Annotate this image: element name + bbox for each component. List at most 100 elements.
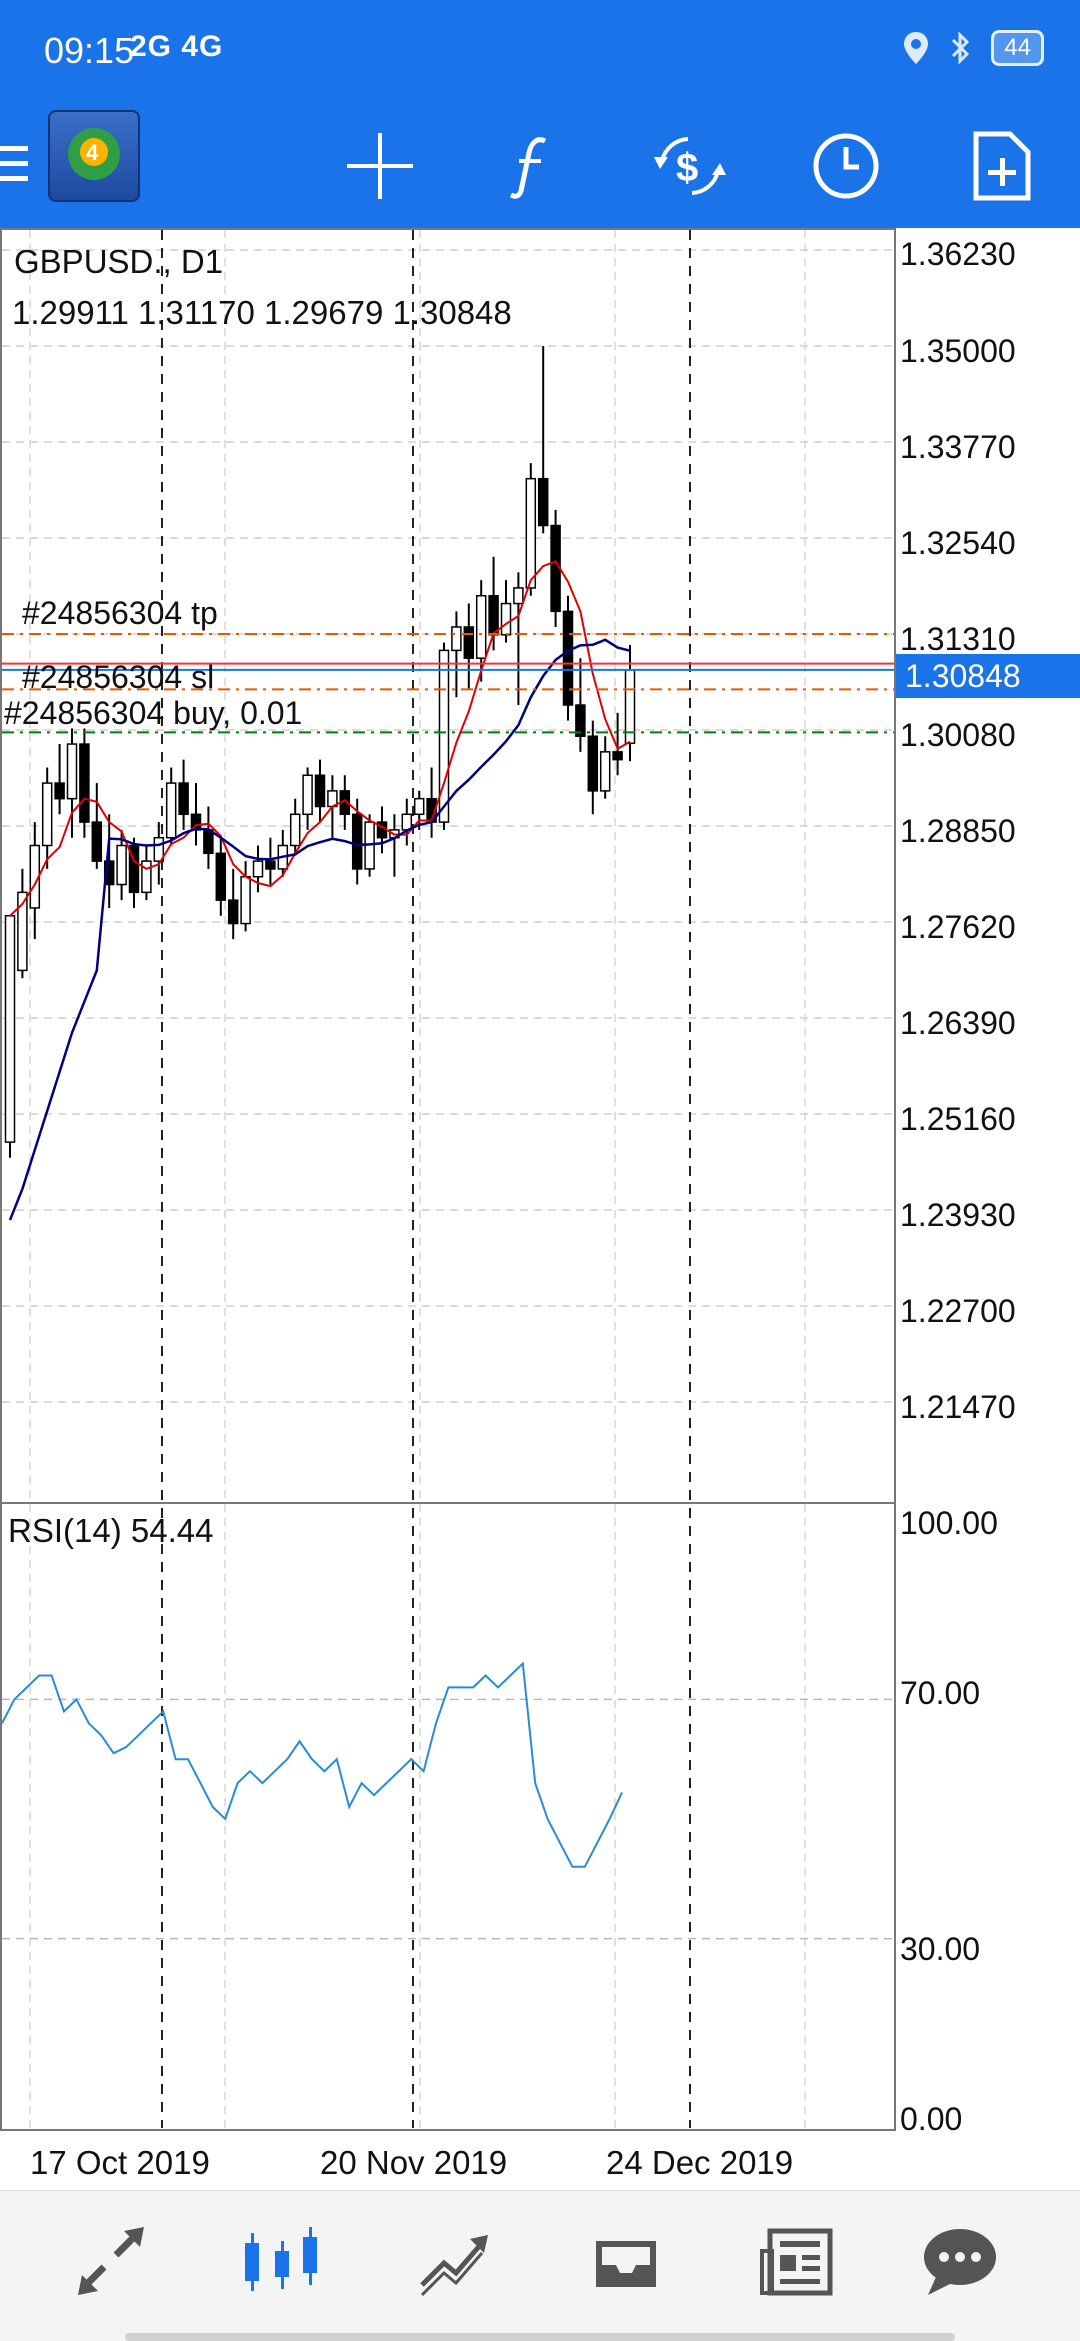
candle-body xyxy=(599,751,611,792)
candle-body xyxy=(575,704,586,737)
candle-body xyxy=(500,602,512,636)
chart-icon xyxy=(245,2227,317,2291)
mt4-logo[interactable]: 4 xyxy=(48,110,140,202)
price-label: 1.27620 xyxy=(900,909,1016,945)
status-bar: 09:15 2G 4G 44 xyxy=(0,0,1080,104)
date-label: 24 Dec 2019 xyxy=(606,2144,793,2181)
location-icon xyxy=(904,32,929,64)
candle-body xyxy=(612,751,623,761)
price-label: 1.30080 xyxy=(900,717,1016,753)
mt4-logo-icon: 4 xyxy=(68,128,120,180)
candle-body xyxy=(203,829,214,855)
candle-body xyxy=(128,844,140,894)
candle-body xyxy=(488,595,499,636)
rsi-axis-label: 100.00 xyxy=(900,1505,998,1541)
rsi-label: RSI(14) 54.44 xyxy=(8,1512,213,1549)
price-label: 1.28850 xyxy=(900,813,1016,849)
candle-body xyxy=(513,587,524,605)
candle-body xyxy=(302,774,313,816)
tp-label: #24856304 tp xyxy=(22,595,218,631)
svg-text:$: $ xyxy=(676,146,698,190)
candle-body xyxy=(587,735,599,792)
chart-area[interactable]: 1.36230 1.35000 1.33770 1.32540 1.31310 … xyxy=(0,228,1080,2190)
function-icon xyxy=(509,137,547,199)
price-label: 1.22700 xyxy=(900,1293,1016,1329)
nav-history[interactable] xyxy=(566,2211,686,2311)
candle-body xyxy=(351,813,363,870)
candle-body xyxy=(475,595,487,659)
rsi-line xyxy=(1,1661,623,1868)
candle-body xyxy=(103,860,115,886)
ohlc-label: 1.29911 1.31170 1.29679 1.30848 xyxy=(12,294,512,331)
trade-button[interactable]: $ xyxy=(646,122,734,210)
history-icon xyxy=(596,2241,656,2287)
candle-body xyxy=(265,860,276,870)
price-label: 1.36230 xyxy=(900,236,1016,272)
price-label: 1.33770 xyxy=(900,429,1016,465)
new-document-icon xyxy=(973,131,1031,201)
candle-body xyxy=(17,891,28,972)
new-order-button[interactable] xyxy=(958,122,1046,210)
menu-icon[interactable] xyxy=(0,134,30,194)
trade-icon xyxy=(420,2235,488,2297)
home-indicator xyxy=(125,2333,955,2341)
nav-chart[interactable] xyxy=(222,2211,342,2311)
price-axis: 1.36230 1.35000 1.33770 1.32540 1.31310 … xyxy=(900,236,1016,1425)
candle-body xyxy=(215,852,227,901)
price-label: 1.23930 xyxy=(900,1197,1016,1233)
candle-body xyxy=(141,860,152,894)
grid xyxy=(2,230,894,2128)
rsi-frame xyxy=(0,1502,896,2131)
candle-body xyxy=(451,626,462,652)
rsi-axis-label: 0.00 xyxy=(900,2101,962,2137)
candle-body xyxy=(537,477,549,527)
candle-body xyxy=(79,743,90,823)
candle-body xyxy=(525,477,537,589)
candle-body xyxy=(438,649,450,823)
date-label: 20 Nov 2019 xyxy=(320,2144,507,2181)
rsi-plot xyxy=(1,1661,623,1868)
candle-body xyxy=(165,782,177,839)
crosshair-icon xyxy=(347,133,413,199)
candle-body xyxy=(116,844,127,886)
rsi-axis-label: 30.00 xyxy=(900,1931,980,1967)
top-toolbar: $ xyxy=(0,104,1080,228)
price-label: 1.26390 xyxy=(900,1005,1016,1041)
bluetooth-icon xyxy=(952,31,970,65)
status-time: 09:15 xyxy=(44,30,135,71)
price-label: 1.31310 xyxy=(900,621,1016,657)
trade-icon: $ xyxy=(654,137,726,195)
symbol-label: GBPUSD., D1 xyxy=(14,243,223,280)
candle-body xyxy=(227,899,239,925)
indicators-button[interactable] xyxy=(488,122,576,210)
ma-fast-line xyxy=(9,560,631,917)
nav-chat[interactable] xyxy=(900,2211,1020,2311)
news-icon xyxy=(760,2228,833,2296)
price-chart[interactable]: 1.36230 1.35000 1.33770 1.32540 1.31310 … xyxy=(0,228,1080,2190)
price-label: 1.21470 xyxy=(900,1389,1016,1425)
period-button[interactable] xyxy=(802,122,890,210)
order-lines xyxy=(2,633,894,734)
nav-quotes[interactable] xyxy=(50,2211,170,2311)
crosshair-button[interactable] xyxy=(336,122,424,210)
battery-indicator: 44 xyxy=(991,30,1044,66)
candle-body xyxy=(289,813,301,847)
candle-body xyxy=(91,821,103,862)
date-label: 17 Oct 2019 xyxy=(30,2144,210,2181)
candle-body xyxy=(153,836,165,862)
candle-body xyxy=(66,743,78,800)
candle-body xyxy=(314,774,326,808)
nav-trade[interactable] xyxy=(394,2211,514,2311)
price-label: 1.32540 xyxy=(900,525,1016,561)
bottom-navigation xyxy=(0,2190,1080,2341)
moving-averages xyxy=(8,560,631,1221)
buy-label: #24856304 buy, 0.01 xyxy=(4,695,302,731)
candle-body xyxy=(4,915,16,1143)
nav-news[interactable] xyxy=(738,2211,858,2311)
candle-body xyxy=(562,610,574,706)
candle-body xyxy=(401,813,413,831)
candle-body xyxy=(41,782,53,847)
price-label: 1.35000 xyxy=(900,333,1016,369)
candle-body xyxy=(413,797,425,816)
candle-body xyxy=(54,782,65,800)
